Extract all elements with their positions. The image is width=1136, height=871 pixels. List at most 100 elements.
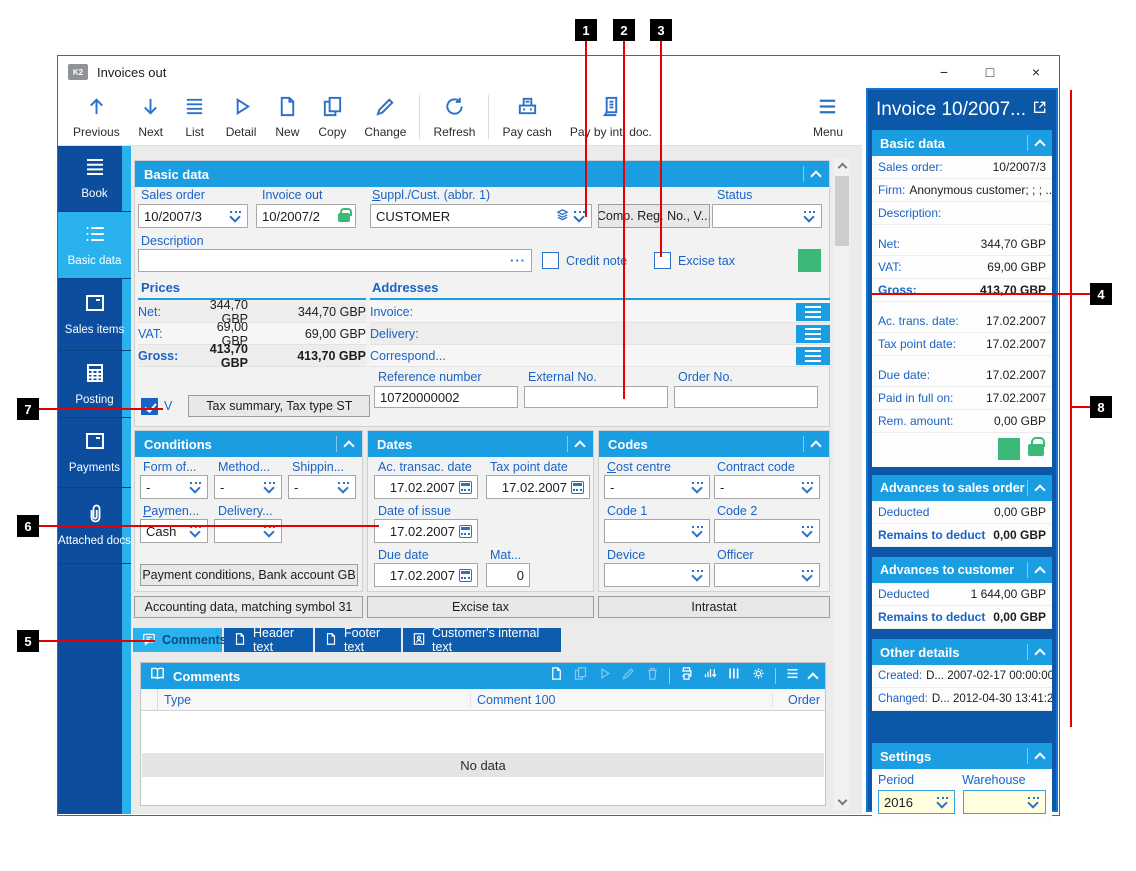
sidebar-item-payments[interactable]: Payments (58, 418, 131, 488)
dropdown-icon[interactable] (188, 482, 202, 492)
menu-button[interactable]: Menu (804, 91, 852, 143)
payment-conditions-button[interactable]: Payment conditions, Bank account GB (140, 564, 358, 586)
collapse-chevron-icon[interactable] (343, 439, 355, 452)
scrollbar-thumb[interactable] (835, 176, 849, 246)
pay-by-int-doc-button[interactable]: Pay by int. doc. (561, 91, 661, 143)
dropdown-icon[interactable] (262, 526, 276, 536)
credit-note-checkbox[interactable] (542, 252, 559, 269)
column-type[interactable]: Type (158, 692, 471, 707)
ac-transac-date-field[interactable]: 17.02.2007 (374, 475, 478, 499)
reference-number-field[interactable]: 10720000002 (374, 386, 518, 408)
cost-centre-field[interactable]: - (604, 475, 710, 499)
close-button[interactable]: × (1031, 64, 1041, 80)
dropdown-icon[interactable] (336, 482, 350, 492)
status-field[interactable] (712, 204, 822, 228)
calendar-icon[interactable] (459, 568, 472, 582)
dropdown-icon[interactable] (690, 570, 704, 580)
dropdown-icon[interactable] (800, 570, 814, 580)
external-link-icon[interactable] (1032, 99, 1048, 121)
device-field[interactable] (604, 563, 710, 587)
calendar-icon[interactable] (459, 524, 472, 538)
dropdown-icon[interactable] (800, 482, 814, 492)
panel-menu-icon[interactable] (785, 666, 800, 686)
tab-customers-internal-text[interactable]: Customer's internal text (403, 626, 561, 654)
trash-icon[interactable] (645, 666, 660, 686)
period-field[interactable]: 2016 (878, 790, 956, 814)
suppl-cust-field[interactable]: CUSTOMER (370, 204, 592, 228)
dropdown-icon[interactable] (935, 797, 949, 807)
order-no-field[interactable] (674, 386, 818, 408)
collapse-chevron-icon[interactable] (807, 671, 819, 684)
tab-footer-text[interactable]: Footer text (315, 626, 401, 654)
maximize-button[interactable]: □ (985, 64, 995, 80)
sort-bars-icon[interactable] (703, 666, 718, 686)
new-page-icon[interactable] (549, 666, 564, 686)
sidebar-item-sales-items[interactable]: Sales items (58, 279, 131, 351)
sidebar-item-attached-docs[interactable]: Attached docs (58, 488, 131, 564)
print-icon[interactable] (679, 666, 694, 686)
dropdown-icon[interactable] (1026, 797, 1040, 807)
tab-header-text[interactable]: Header text (224, 626, 313, 654)
vat-checkbox[interactable] (141, 397, 158, 415)
invoice-out-field[interactable]: 10/2007/2 (256, 204, 356, 228)
shipping-field[interactable]: - (288, 475, 356, 499)
address-menu-button[interactable] (796, 346, 830, 365)
accounting-data-button[interactable]: Accounting data, matching symbol 31 (134, 596, 363, 618)
dropdown-icon[interactable] (188, 526, 202, 536)
play-icon[interactable] (597, 666, 612, 686)
column-comment[interactable]: Comment 100 (471, 692, 773, 707)
collapse-chevron-icon[interactable] (1034, 138, 1046, 151)
external-no-field[interactable] (524, 386, 668, 408)
column-order[interactable]: Order (788, 692, 820, 707)
copy-button[interactable]: Copy (309, 91, 355, 143)
collapse-chevron-icon[interactable] (1034, 751, 1046, 764)
tax-summary-button[interactable]: Tax summary, Tax type ST (188, 395, 371, 417)
change-button[interactable]: Change (355, 91, 415, 143)
tax-point-date-field[interactable]: 17.02.2007 (486, 475, 590, 499)
scroll-up-icon[interactable] (834, 158, 850, 174)
pay-cash-button[interactable]: Pay cash (493, 91, 560, 143)
sidebar-item-book[interactable]: Book (58, 146, 131, 212)
collapse-chevron-icon[interactable] (1034, 565, 1046, 578)
address-menu-button[interactable] (796, 302, 830, 321)
warehouse-field[interactable] (963, 790, 1046, 814)
excise-tax-button[interactable]: Excise tax (367, 596, 594, 618)
description-field[interactable]: ··· (138, 249, 532, 272)
code1-field[interactable] (604, 519, 710, 543)
columns-icon[interactable] (727, 666, 742, 686)
refresh-button[interactable]: Refresh (424, 91, 484, 143)
dropdown-icon[interactable] (690, 482, 704, 492)
copy-icon[interactable] (573, 666, 588, 686)
new-button[interactable]: New (265, 91, 309, 143)
maturity-field[interactable]: 0 (486, 563, 530, 587)
dropdown-icon[interactable] (800, 526, 814, 536)
code2-field[interactable] (714, 519, 820, 543)
collapse-chevron-icon[interactable] (574, 439, 586, 452)
calendar-icon[interactable] (571, 480, 584, 494)
layers-icon[interactable] (556, 208, 569, 224)
officer-field[interactable] (714, 563, 820, 587)
collapse-chevron-icon[interactable] (810, 439, 822, 452)
due-date-field[interactable]: 17.02.2007 (374, 563, 478, 587)
comp-reg-no-button[interactable]: Comp. Reg. No., V... (598, 204, 710, 228)
tab-comments[interactable]: Comments (133, 628, 227, 652)
dropdown-icon[interactable] (262, 482, 276, 492)
date-of-issue-field[interactable]: 17.02.2007 (374, 519, 478, 543)
calendar-icon[interactable] (459, 480, 472, 494)
dropdown-icon[interactable] (802, 211, 816, 221)
more-icon[interactable]: ··· (510, 253, 526, 268)
collapse-chevron-icon[interactable] (1034, 483, 1046, 496)
minimize-button[interactable]: − (939, 64, 949, 80)
sales-order-field[interactable]: 10/2007/3 (138, 204, 248, 228)
intrastat-button[interactable]: Intrastat (598, 596, 830, 618)
dropdown-icon[interactable] (228, 211, 242, 221)
method-field[interactable]: - (214, 475, 282, 499)
next-button[interactable]: Next (129, 91, 173, 143)
detail-button[interactable]: Detail (217, 91, 266, 143)
payment-field[interactable]: Cash (140, 519, 208, 543)
dropdown-icon[interactable] (690, 526, 704, 536)
list-button[interactable]: List (173, 91, 217, 143)
scroll-down-icon[interactable] (834, 794, 850, 810)
sidebar-item-basic-data[interactable]: Basic data (58, 212, 131, 279)
gear-icon[interactable] (751, 666, 766, 686)
